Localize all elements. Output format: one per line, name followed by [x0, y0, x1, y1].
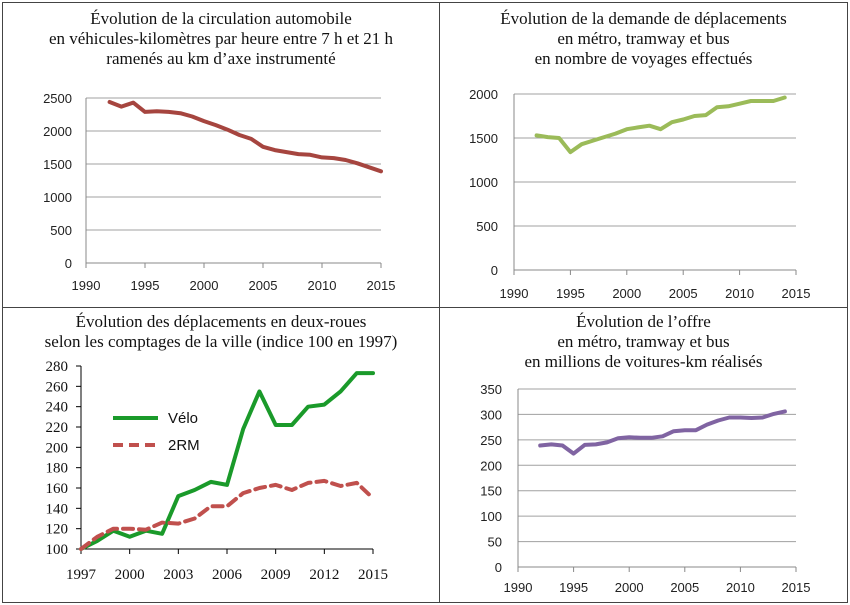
- title-line: Évolution de la demande de déplacements: [500, 9, 787, 28]
- title-line: Évolution des déplacements en deux-roues: [75, 312, 367, 331]
- x-tick-label: 2000: [615, 580, 644, 595]
- x-tick-label: 2003: [163, 567, 193, 583]
- chart-panel-deux-roues: Évolution des déplacements en deux-roues…: [2, 307, 440, 603]
- y-tick-label: 50: [488, 535, 502, 550]
- title-line: en millions de voitures-km réalisés: [524, 352, 763, 371]
- y-tick-label: 2000: [469, 87, 498, 102]
- y-tick-label: 150: [480, 484, 502, 499]
- y-tick-label: 350: [480, 382, 502, 397]
- x-tick-label: 2015: [782, 286, 811, 301]
- chart-title-deux-roues: Évolution des déplacements en deux-roues…: [3, 312, 439, 352]
- y-tick-label: 100: [480, 509, 502, 524]
- title-line: en nombre de voyages effectués: [534, 49, 753, 68]
- y-tick-label: 0: [65, 256, 72, 271]
- chart-title-demande: Évolution de la demande de déplacements …: [440, 9, 847, 69]
- title-line: Évolution de l’offre: [576, 312, 711, 331]
- y-tick-label: 1500: [469, 131, 498, 146]
- x-tick-label: 2000: [115, 567, 145, 583]
- y-tick-label: 120: [46, 522, 69, 538]
- chart-panel-demande: Évolution de la demande de déplacements …: [439, 2, 848, 308]
- x-tick-label: 2006: [212, 567, 243, 583]
- legend-label: 2RM: [168, 437, 200, 454]
- x-tick-label: 2015: [367, 278, 396, 293]
- plot-3: 0 50 100 150 200 250 300 350 1990 1995 2000 2005 201…: [480, 382, 810, 595]
- y-tick-label: 300: [480, 407, 502, 422]
- x-tick-label: 2000: [190, 278, 219, 293]
- y-tick-label: 240: [46, 400, 69, 416]
- y-tick-label: 200: [480, 458, 502, 473]
- chart-panel-offre: Évolution de l’offre en métro, tramway e…: [439, 307, 848, 603]
- y-tick-label: 260: [46, 379, 69, 395]
- x-tick-label: 2000: [612, 286, 641, 301]
- series-line-3: [538, 409, 787, 456]
- y-tick-label: 180: [46, 461, 69, 477]
- y-tick-label: 0: [495, 560, 502, 575]
- y-tick-label: 100: [46, 542, 69, 558]
- y-tick-label: 250: [480, 433, 502, 448]
- x-tick-label: 1990: [72, 278, 101, 293]
- x-tick-label: 1997: [66, 567, 97, 583]
- x-tick-label: 2010: [308, 278, 337, 293]
- x-tick-label: 1995: [559, 580, 588, 595]
- x-tick-label: 2009: [261, 567, 291, 583]
- x-tick-label: 2005: [669, 286, 698, 301]
- y-tick-label: 280: [46, 359, 69, 375]
- title-line: selon les comptages de la ville (indice …: [44, 332, 398, 351]
- y-tick-label: 500: [476, 219, 498, 234]
- chart-title-offre: Évolution de l’offre en métro, tramway e…: [440, 312, 847, 372]
- plot-0: 0 500 1000 1500 2000 2500 1990 1995 2000 2005 2010…: [43, 91, 395, 293]
- y-tick-label: 1000: [43, 190, 72, 205]
- series-line-0: [107, 100, 383, 174]
- y-tick-label: 1500: [43, 157, 72, 172]
- y-tick-label: 160: [46, 481, 69, 497]
- y-tick-label: 1000: [469, 175, 498, 190]
- plot-2: 100 120 140 160 180 200 220 240 260 280 1997 2000 20…: [46, 359, 389, 583]
- title-line: en métro, tramway et bus: [557, 332, 730, 351]
- x-tick-label: 1995: [556, 286, 585, 301]
- x-tick-label: 2010: [725, 286, 754, 301]
- y-tick-label: 0: [491, 263, 498, 278]
- x-tick-label: 1995: [131, 278, 160, 293]
- x-tick-label: 1990: [500, 286, 529, 301]
- x-tick-label: 2005: [249, 278, 278, 293]
- y-tick-label: 220: [46, 420, 69, 436]
- series-line-1: [534, 95, 787, 155]
- legend-label: Vélo: [168, 410, 198, 427]
- title-line: Évolution de la circulation automobile: [90, 9, 352, 28]
- chart-title-circulation: Évolution de la circulation automobile e…: [3, 9, 439, 69]
- x-tick-label: 2012: [309, 567, 339, 583]
- plot-1: 0 500 1000 1500 2000 1990 1995 2000 2005 2010 2015: [469, 87, 810, 301]
- x-tick-label: 2015: [358, 567, 388, 583]
- title-line: en métro, tramway et bus: [557, 29, 730, 48]
- title-line: ramenés au km d’axe instrumenté: [106, 49, 336, 68]
- x-tick-label: 2005: [670, 580, 699, 595]
- chart-panel-circulation: Évolution de la circulation automobile e…: [2, 2, 440, 308]
- x-tick-label: 2015: [782, 580, 811, 595]
- y-tick-label: 2000: [43, 124, 72, 139]
- y-tick-label: 140: [46, 501, 69, 517]
- y-tick-label: 500: [50, 223, 72, 238]
- series-line-2rm: [79, 478, 375, 551]
- y-tick-label: 2500: [43, 91, 72, 106]
- x-tick-label: 1990: [504, 580, 533, 595]
- series-line-v-lo: [79, 371, 375, 551]
- title-line: en véhicules-kilomètres par heure entre …: [48, 29, 394, 48]
- x-tick-label: 2010: [726, 580, 755, 595]
- y-tick-label: 200: [46, 440, 69, 456]
